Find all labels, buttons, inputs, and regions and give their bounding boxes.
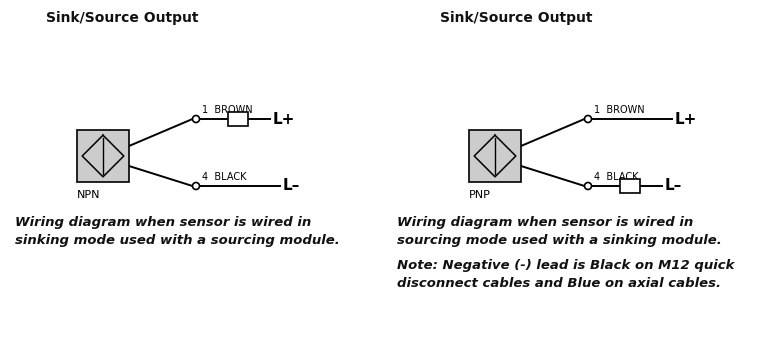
- Bar: [620, 179, 640, 193]
- Text: L+: L+: [273, 111, 295, 127]
- Text: 1  BROWN: 1 BROWN: [594, 105, 644, 115]
- Bar: [469, 130, 521, 182]
- Circle shape: [584, 183, 591, 190]
- Bar: [228, 112, 248, 126]
- Text: 4  BLACK: 4 BLACK: [202, 172, 247, 182]
- Text: Wiring diagram when sensor is wired in
sinking mode used with a sourcing module.: Wiring diagram when sensor is wired in s…: [15, 216, 340, 247]
- Text: Sink/Source Output: Sink/Source Output: [440, 11, 593, 25]
- Text: PNP: PNP: [469, 190, 491, 200]
- Circle shape: [193, 183, 200, 190]
- Text: 1  BROWN: 1 BROWN: [202, 105, 253, 115]
- Text: 4  BLACK: 4 BLACK: [594, 172, 638, 182]
- Text: NPN: NPN: [77, 190, 100, 200]
- Bar: [77, 130, 129, 182]
- Text: L–: L–: [665, 179, 682, 193]
- Text: Note: Negative (-) lead is Black on M12 quick
disconnect cables and Blue on axia: Note: Negative (-) lead is Black on M12 …: [397, 259, 734, 290]
- Text: Wiring diagram when sensor is wired in
sourcing mode used with a sinking module.: Wiring diagram when sensor is wired in s…: [397, 216, 722, 247]
- Text: L+: L+: [674, 111, 697, 127]
- Text: Sink/Source Output: Sink/Source Output: [46, 11, 199, 25]
- Circle shape: [584, 116, 591, 122]
- Text: L–: L–: [283, 179, 300, 193]
- Circle shape: [193, 116, 200, 122]
